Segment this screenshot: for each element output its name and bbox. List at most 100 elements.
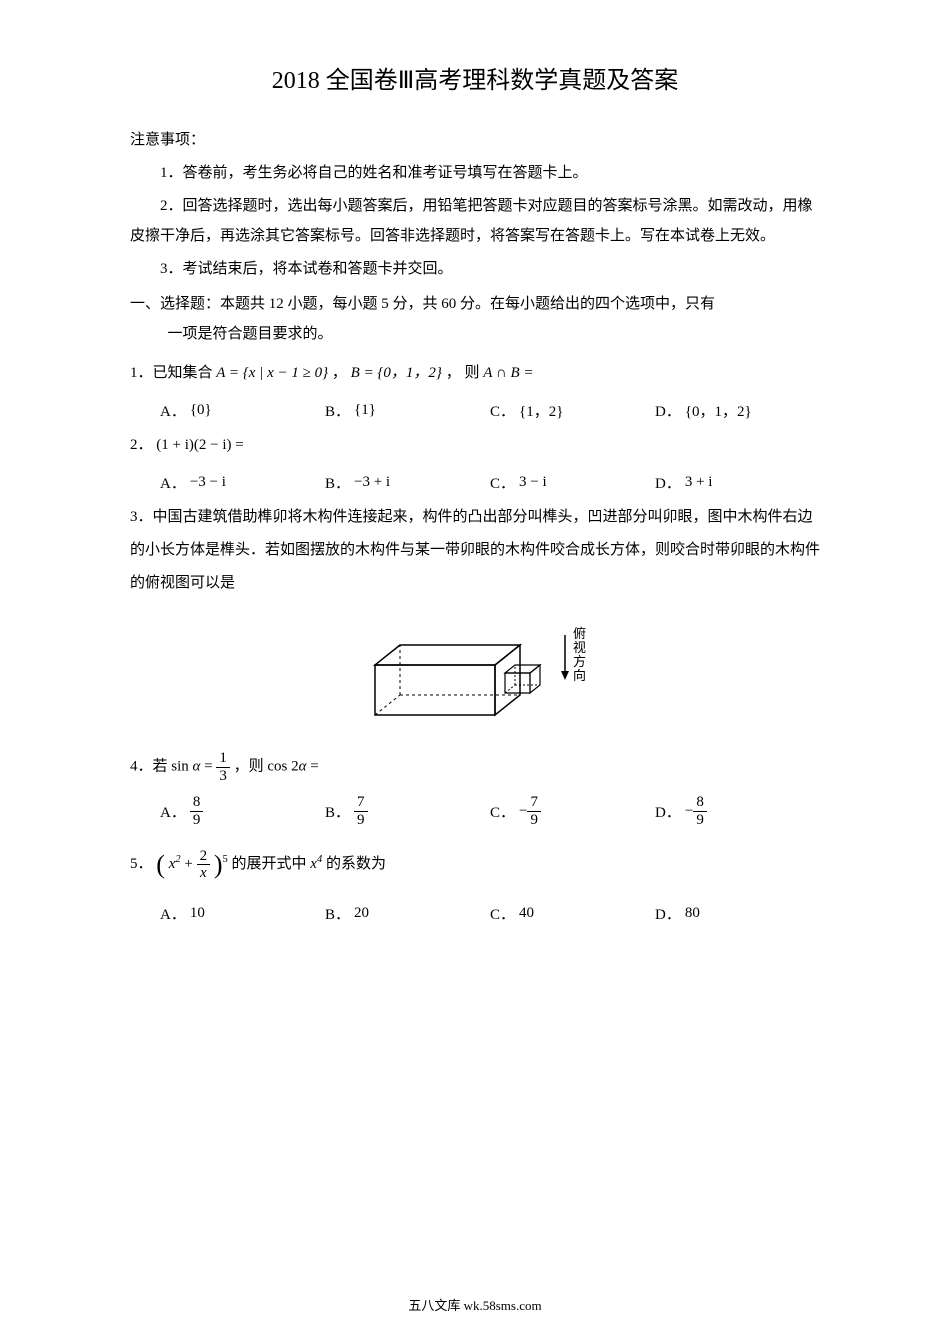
q5-text2: 的系数为 [326,856,386,872]
q4-frac-num: 1 [216,750,230,768]
q4-a-num: 8 [190,794,204,812]
q4-d-den: 9 [693,812,707,829]
q4-prefix: 4．若 [130,758,168,774]
q4-frac: 1 3 [216,750,230,784]
q4-a-label: A． [160,801,186,822]
q2-expr: (1 + i)(2 − i) = [156,437,243,453]
q5-prefix: 5． [130,856,153,872]
q5-power: 5 [223,854,228,865]
svg-text:方: 方 [573,654,586,669]
notice-2: 2．回答选择题时，选出每小题答案后，用铅笔把答题卡对应题目的答案标号涂黑。如需改… [130,191,820,251]
q1-c-label: C． [490,400,515,421]
notice-1: 1．答卷前，考生务必将自己的姓名和准考证号填写在答题卡上。 [130,158,820,188]
q5-option-b: B． 20 [325,903,490,924]
q1-option-a: A． {0} [160,400,325,421]
q4-d-frac: 8 9 [693,794,707,828]
q4-c-sign: − [519,803,527,820]
question-4: 4．若 sin α = 1 3 ，则 cos 2α = [130,750,820,784]
q2-d-value: 3 + i [685,474,713,491]
q4-sin: sin α = [171,758,216,774]
q5-b-label: B． [325,903,350,924]
q4-d-label: D． [655,801,681,822]
q4-options: A． 8 9 B． 7 9 C． − 7 9 D． − 8 9 [130,794,820,828]
q1-set-a: A = {x | x − 1 ≥ 0} [216,365,328,381]
q2-option-c: C． 3 − i [490,472,655,493]
q5-options: A． 10 B． 20 C． 40 D． 80 [130,903,820,924]
q4-b-frac: 7 9 [354,794,368,828]
svg-text:向: 向 [573,668,586,683]
q5-c-label: C． [490,903,515,924]
q5-a-value: 10 [190,905,205,922]
q5-d-label: D． [655,903,681,924]
q2-option-a: A． −3 − i [160,472,325,493]
q4-option-a: A． 8 9 [160,794,325,828]
q2-a-value: −3 − i [190,474,226,491]
q1-c-value: {1，2} [519,400,563,421]
q4-option-d: D． − 8 9 [655,794,820,828]
q4-c-frac: 7 9 [527,794,541,828]
q2-b-label: B． [325,472,350,493]
q1-a-label: A． [160,400,186,421]
q3-diagram: 俯 视 方 向 [130,615,820,735]
section-1-text-cont: 一项是符合题目要求的。 [130,319,333,349]
q1-b-label: B． [325,400,350,421]
q5-a-label: A． [160,903,186,924]
q5-text1: 的展开式中 [232,856,307,872]
q5-frac-den: x [197,865,211,882]
q4-b-label: B． [325,801,350,822]
q1-prefix: 1．已知集合 [130,365,213,381]
q5-option-a: A． 10 [160,903,325,924]
svg-text:视: 视 [573,640,586,655]
page-footer: 五八文库 wk.58sms.com [0,1295,950,1314]
q4-b-num: 7 [354,794,368,812]
q2-option-b: B． −3 + i [325,472,490,493]
notice-header: 注意事项： [130,125,820,155]
q1-d-label: D． [655,400,681,421]
question-2: 2． (1 + i)(2 − i) = [130,429,820,462]
q5-c-value: 40 [519,905,534,922]
q5-x2: x2 [169,856,181,872]
q2-option-d: D． 3 + i [655,472,820,493]
q1-b-value: {1} [354,402,376,419]
q4-a-den: 9 [190,812,204,829]
section-1-header: 一、选择题：本题共 12 小题，每小题 5 分，共 60 分。在每小题给出的四个… [130,289,820,349]
q4-d-num: 8 [693,794,707,812]
q5-option-c: C． 40 [490,903,655,924]
q4-then: ，则 [234,758,264,774]
q2-a-label: A． [160,472,186,493]
q4-b-den: 9 [354,812,368,829]
q4-option-b: B． 7 9 [325,794,490,828]
q5-inner-frac: 2 x [197,848,211,882]
q4-frac-den: 3 [216,768,230,785]
q1-then: 则 [464,365,479,381]
q4-c-num: 7 [527,794,541,812]
svg-text:俯: 俯 [573,626,586,641]
q3-text: 3．中国古建筑借助榫卯将木构件连接起来，构件的凸出部分叫榫头，凹进部分叫卯眼，图… [130,509,820,591]
q5-x4: x4 [310,856,326,872]
q1-a-value: {0} [190,402,212,419]
q2-c-value: 3 − i [519,474,547,491]
q1-d-value: {0，1，2} [685,400,752,421]
q5-paren-open: ( [156,850,165,879]
notice-3: 3．考试结束后，将本试卷和答题卡并交回。 [130,254,820,284]
q5-plus: + [184,856,196,872]
q1-option-d: D． {0，1，2} [655,400,820,421]
section-1-text: 一、选择题：本题共 12 小题，每小题 5 分，共 60 分。在每小题给出的四个… [130,296,715,312]
page-title: 2018 全国卷Ⅲ高考理科数学真题及答案 [130,60,820,95]
q5-option-d: D． 80 [655,903,820,924]
q2-options: A． −3 − i B． −3 + i C． 3 − i D． 3 + i [130,472,820,493]
q5-paren-close: ) [214,850,223,879]
q1-comma2: ， [446,365,461,381]
question-5: 5． ( x2 + 2 x )5 的展开式中 x4 的系数为 [130,836,820,893]
q2-d-label: D． [655,472,681,493]
q4-a-frac: 8 9 [190,794,204,828]
question-1: 1．已知集合 A = {x | x − 1 ≥ 0} ， B = {0，1，2}… [130,357,820,390]
q5-d-value: 80 [685,905,700,922]
q4-d-sign: − [685,803,693,820]
q4-c-den: 9 [527,812,541,829]
q4-c-label: C． [490,801,515,822]
q2-b-value: −3 + i [354,474,390,491]
q2-prefix: 2． [130,437,153,453]
cuboid-icon: 俯 视 方 向 [345,615,605,735]
question-3: 3．中国古建筑借助榫卯将木构件连接起来，构件的凸出部分叫榫头，凹进部分叫卯眼，图… [130,501,820,600]
